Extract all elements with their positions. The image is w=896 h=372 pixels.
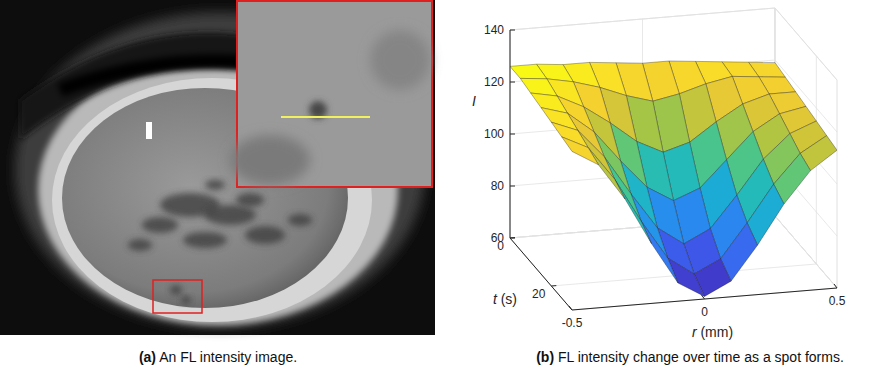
profile-line [281,116,370,118]
dark-patch [128,239,152,251]
z-tick-label: 80 [491,179,505,193]
x-tick-label: 0.5 [829,294,846,308]
y-tick-label: 20 [532,287,546,301]
z-tick-label: 120 [484,75,504,89]
caption-label: (a) [139,349,156,365]
x-tick-label: 0 [701,305,708,319]
surface-cell [668,258,705,296]
surface [510,61,837,296]
caption: (a) An FL intensity image. [139,349,297,365]
z-tick-label: 140 [484,23,504,37]
inset-shade [230,135,310,185]
dark-patch [170,285,182,295]
dark-patch [183,232,227,248]
surface-cell [604,157,641,221]
surface-cell [615,179,652,243]
axis-title: r (mm) [692,324,733,340]
grid-line [551,56,816,286]
box-walls [510,8,837,310]
dark-patch [236,193,264,207]
surface-cell [562,137,599,165]
z-tick [510,82,515,83]
axis-title: I [472,93,476,109]
surface-cell [510,64,547,79]
image-panel [0,0,435,335]
caption: (b) FL intensity change over time as a s… [536,349,844,365]
x-tick [569,306,572,310]
axes: 6080100120140020-0.500.5It (s)r (mm) [472,23,846,340]
roi-box [153,280,202,313]
z-tick [510,186,515,187]
specular-highlight [146,122,152,139]
dark-patch [142,217,178,233]
y-axis-line [510,238,572,310]
x-tick [834,284,837,288]
dark-patch [288,214,312,226]
caption-text: FL intensity change over time as a spot … [558,349,844,365]
x-tick-label: -0.5 [562,316,583,330]
dark-patch [181,296,191,304]
y-tick [551,285,556,286]
surface-cell [520,78,557,96]
limbus [52,78,372,322]
photo-background [0,0,435,335]
grid [510,8,837,310]
axis-title: t (s) [493,291,517,307]
inset-shade [370,30,430,90]
dark-patch [205,180,225,190]
dark-patch [245,226,285,244]
y-tick [510,237,515,238]
caption-label: (b) [536,349,554,365]
z-tick-label: 100 [484,127,504,141]
caption-text: An FL intensity image. [159,349,297,365]
z-tick [510,134,515,135]
surface-cell [641,221,678,283]
z-tick [510,30,515,31]
z-tick [510,238,515,239]
surface-panel: 6080100120140020-0.500.5It (s)r (mm) [472,8,846,340]
figure: (a) An FL intensity image.60801001201400… [0,0,896,372]
surface-cell [631,194,668,258]
surface-cell [588,148,625,199]
x-tick [702,295,705,299]
dark-patch [204,205,256,225]
y-tick-label: 0 [497,239,504,253]
